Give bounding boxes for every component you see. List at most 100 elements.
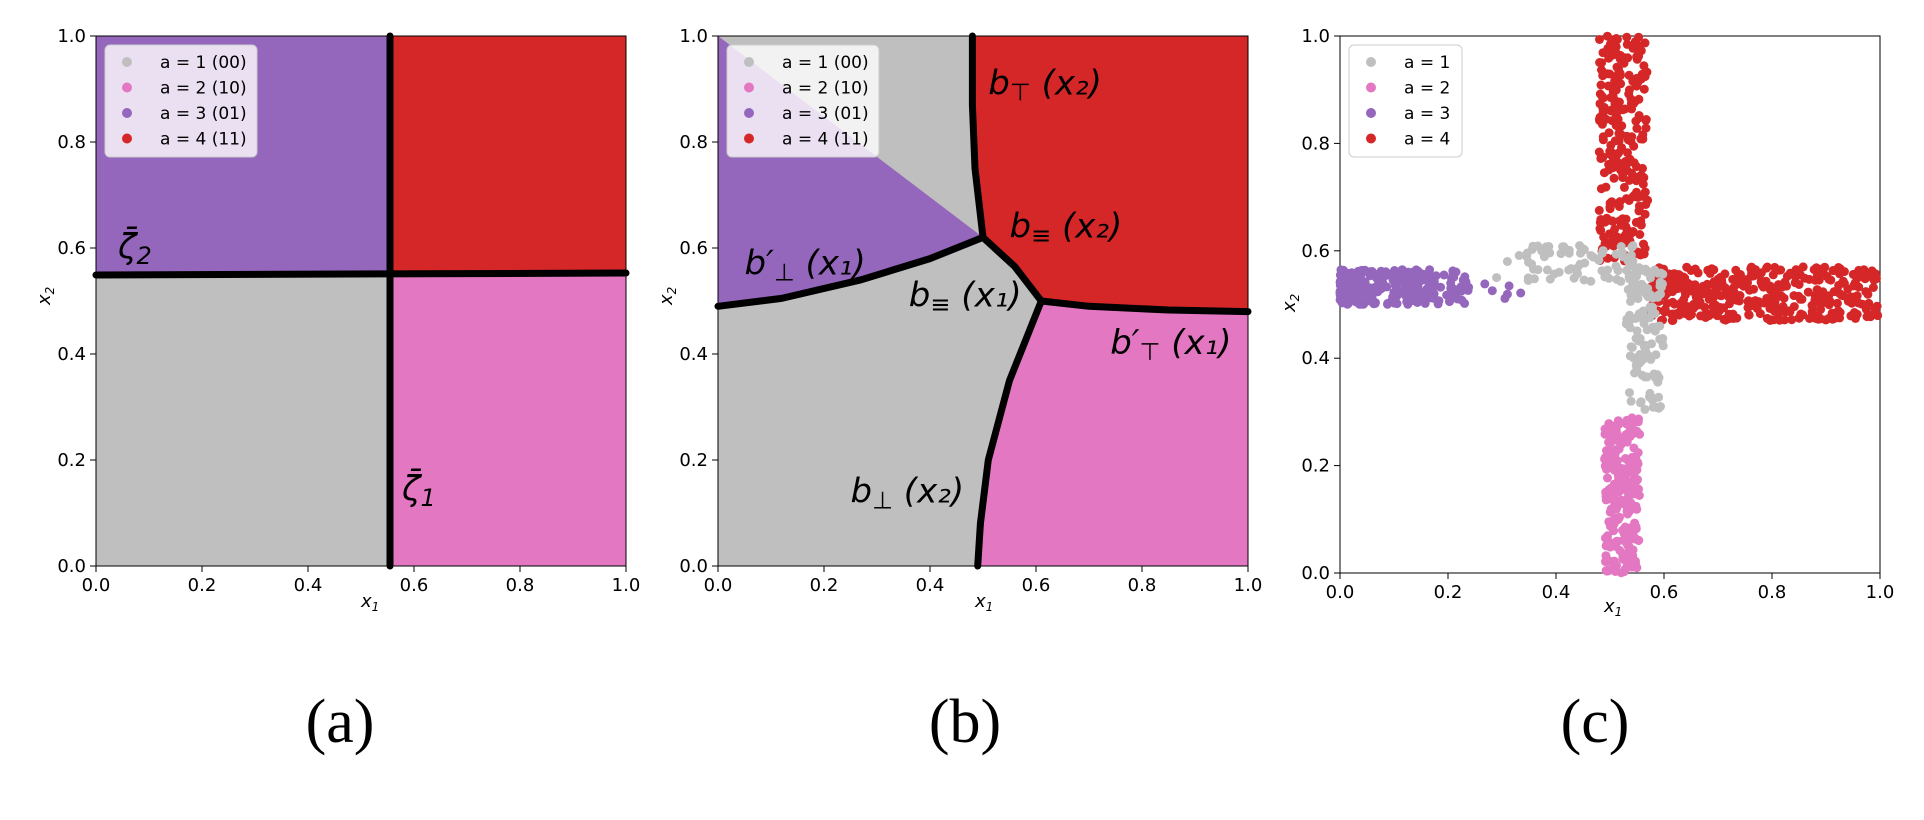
legend-marker xyxy=(122,57,132,67)
scatter-point-a2 xyxy=(1634,535,1644,545)
x-tick-label: 0.6 xyxy=(1022,575,1051,596)
scatter-point-a1 xyxy=(1625,388,1634,398)
scatter-point-a3 xyxy=(1371,284,1381,294)
scatter-point-a4 xyxy=(1854,265,1864,275)
scatter-point-a1 xyxy=(1588,252,1598,262)
scatter-point-a1 xyxy=(1645,388,1655,398)
legend-marker xyxy=(122,133,132,144)
scatter-point-a4 xyxy=(1721,314,1731,324)
boundary-labels: b⊤ (x₂) b≡ (x₂) b′⊥ (x₁) b≡ (x₁) b′⊤ (x₁) b⊥ … xyxy=(745,63,1232,514)
scatter-point-a1 xyxy=(1642,372,1652,382)
scatter-point-a4 xyxy=(1788,268,1798,278)
scatter-point-a4 xyxy=(1703,265,1713,275)
scatter-point-a3 xyxy=(1516,288,1526,298)
y-tick-label: 0.4 xyxy=(679,344,708,365)
scatter-point-a4 xyxy=(1790,278,1800,288)
x-tick-label: 0.8 xyxy=(1128,575,1157,596)
y-tick-label: 1.0 xyxy=(57,26,86,47)
scatter-point-a1 xyxy=(1636,398,1645,408)
scatter-point-a3 xyxy=(1418,269,1428,279)
x-ticks: 0.0 0.2 0.4 0.6 0.8 1.0 xyxy=(1326,573,1894,603)
scatter-point-a4 xyxy=(1686,266,1696,275)
scatter-point-a4 xyxy=(1697,288,1707,298)
scatter-point-a1 xyxy=(1639,341,1649,351)
scatter-point-a4 xyxy=(1609,173,1619,183)
scatter-point-a4 xyxy=(1834,288,1844,298)
scatter-point-a4 xyxy=(1608,216,1618,226)
scatter-point-a4 xyxy=(1728,293,1738,303)
scatter-point-a4 xyxy=(1676,304,1686,313)
scatter-point-a4 xyxy=(1595,58,1605,67)
scatter-point-a4 xyxy=(1797,294,1807,304)
scatter-point-a4 xyxy=(1680,273,1690,283)
scatter-point-a4 xyxy=(1610,34,1620,44)
scatter-point-a3 xyxy=(1433,299,1443,309)
scatter-point-a2 xyxy=(1633,457,1642,467)
scatter-point-a4 xyxy=(1720,269,1730,279)
y-axis-label: x2 xyxy=(34,287,57,306)
y-tick-label: 1.0 xyxy=(1301,26,1330,47)
legend-marker xyxy=(122,108,132,118)
scatter-point-a4 xyxy=(1843,284,1853,294)
scatter-point-a4 xyxy=(1770,262,1780,272)
scatter-point-a1 xyxy=(1611,249,1621,259)
x-ticks: 0.0 0.2 0.4 0.6 0.8 1.0 xyxy=(82,566,641,596)
scatter-point-a2 xyxy=(1618,464,1628,474)
scatter-point-a4 xyxy=(1835,308,1845,317)
scatter-point-a4 xyxy=(1803,287,1813,297)
x-tick-label: 1.0 xyxy=(1234,575,1263,596)
x-tick-label: 1.0 xyxy=(612,575,641,596)
scatter-point-a4 xyxy=(1708,302,1718,312)
boundary-b-prime-perp-x1 xyxy=(714,233,987,310)
scatter-point-a1 xyxy=(1632,326,1642,336)
scatter-point-a4 xyxy=(1638,163,1647,173)
scatter-point-a4 xyxy=(1610,136,1620,146)
legend-label: a = 1 (00) xyxy=(160,53,247,73)
y-tick-label: 0.6 xyxy=(57,238,86,259)
scatter-point-a2 xyxy=(1608,462,1618,472)
scatter-point-a2 xyxy=(1617,496,1627,506)
scatter-point-a2 xyxy=(1601,566,1611,576)
y-tick-label: 0.8 xyxy=(57,132,86,153)
scatter-point-a2 xyxy=(1626,498,1636,508)
scatter-point-a4 xyxy=(1804,274,1814,284)
scatter-point-a1 xyxy=(1556,249,1566,259)
legend-marker xyxy=(744,82,754,93)
scatter-point-a4 xyxy=(1629,99,1639,108)
legend-marker xyxy=(1366,82,1376,93)
scatter-point-a4 xyxy=(1613,114,1623,124)
scatter-point-a3 xyxy=(1355,272,1364,282)
panel-a-region-plot: ζ̄2 ζ̄1 a = 1 (00)a = 2 (10)a = 3 (01)a … xyxy=(34,26,640,756)
y-tick-label: 1.0 xyxy=(679,26,708,47)
region-a4 xyxy=(390,36,626,272)
scatter-point-a3 xyxy=(1335,286,1345,296)
scatter-point-a4 xyxy=(1632,123,1642,133)
scatter-point-a4 xyxy=(1739,281,1749,291)
scatter-point-a4 xyxy=(1598,71,1608,81)
scatter-point-a4 xyxy=(1768,270,1778,280)
scatter-point-a3 xyxy=(1456,282,1466,292)
boundary-b-prime-top-x1 xyxy=(1037,297,1252,316)
scatter-point-a3 xyxy=(1351,297,1361,307)
panel-c-scatter-plot: a = 1a = 2a = 3a = 4 0.0 0.2 0.4 0.6 0.8 1.0 … xyxy=(1279,26,1894,756)
scatter-point-a2 xyxy=(1613,536,1622,546)
scatter-point-a2 xyxy=(1605,521,1615,531)
scatter-point-a4 xyxy=(1598,153,1608,163)
scatter-point-a4 xyxy=(1639,84,1649,94)
scatter-point-a4 xyxy=(1668,309,1678,319)
scatter-point-a4 xyxy=(1620,53,1630,63)
y-ticks: 0.0 0.2 0.4 0.6 0.8 1.0 xyxy=(679,26,718,577)
scatter-point-a4 xyxy=(1676,281,1686,291)
legend: a = 1 (00) a = 2 (10) a = 3 (01) a = 4 (11) xyxy=(104,44,258,158)
scatter-point-a4 xyxy=(1623,148,1632,158)
scatter-point-a3 xyxy=(1402,297,1412,307)
scatter-point-a4 xyxy=(1851,309,1861,319)
scatter-point-a3 xyxy=(1397,265,1407,275)
scatter-point-a1 xyxy=(1569,273,1579,283)
y-tick-label: 0.8 xyxy=(679,132,708,153)
scatter-point-a1 xyxy=(1632,365,1642,375)
scatter-point-a3 xyxy=(1363,296,1373,306)
scatter-point-a1 xyxy=(1656,268,1665,278)
scatter-point-a2 xyxy=(1632,504,1642,514)
scatter-point-a4 xyxy=(1627,168,1637,178)
